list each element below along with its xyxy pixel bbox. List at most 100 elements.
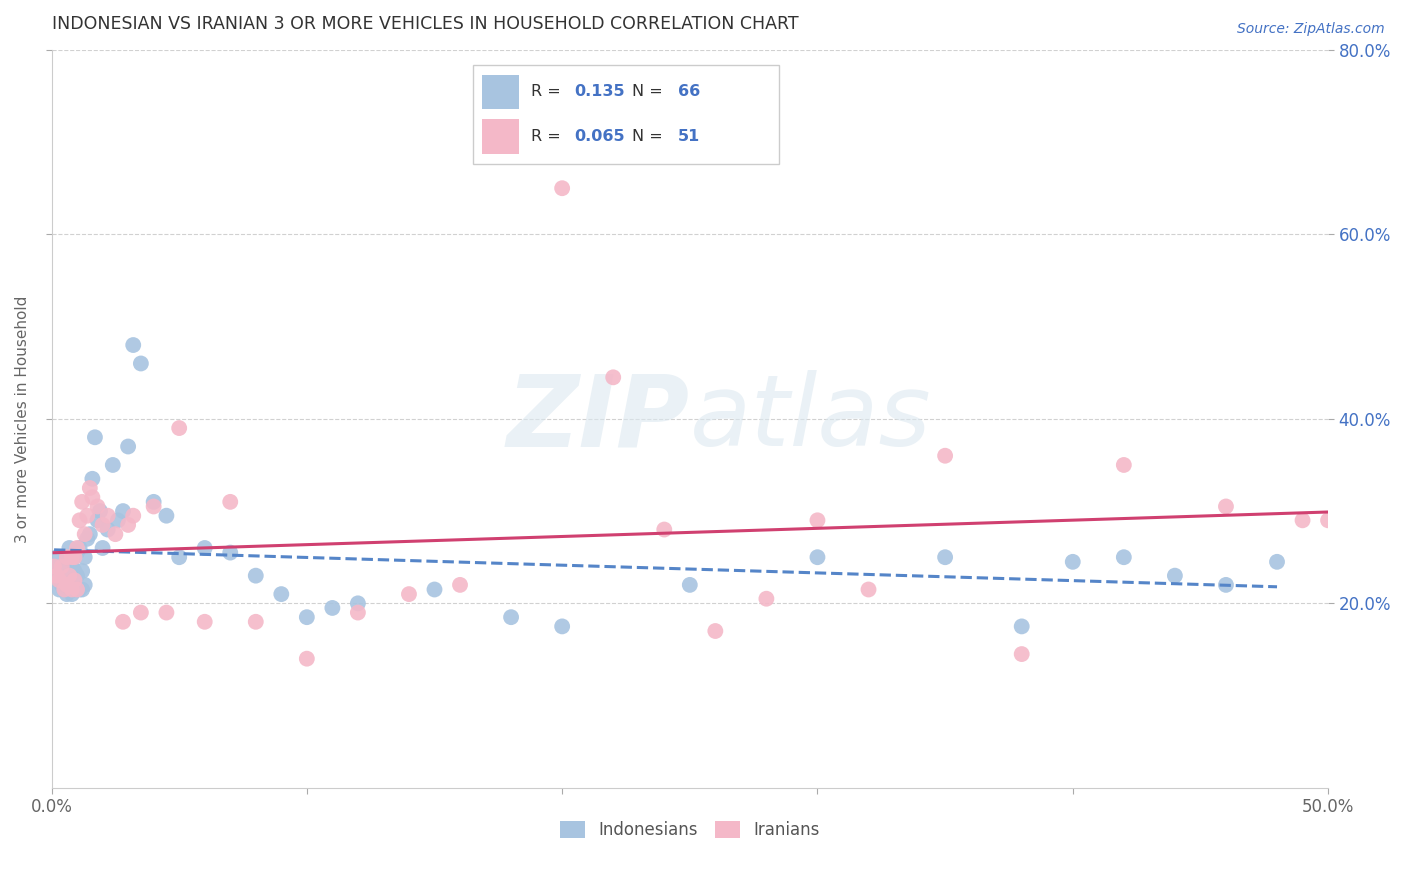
Point [51,564,73,578]
Point [66,541,89,555]
Point [1062,555,1084,569]
Point [1215,500,1237,514]
Point [91,541,114,555]
Point [155,606,177,620]
Text: atlas: atlas [690,370,931,467]
Point [45,568,67,582]
Point [56,550,79,565]
Point [1112,458,1135,472]
Point [56,578,79,592]
Point [53,574,76,588]
Point [66,546,89,560]
Point [60,559,83,574]
Point [1011,647,1033,661]
Point [60,582,83,597]
Point [129,606,152,620]
Point [42,559,65,574]
Point [51,559,73,574]
Point [82,472,104,486]
Point [53,582,76,597]
Point [76,532,98,546]
Point [142,500,165,514]
Point [45,568,67,582]
Point [73,578,96,592]
Point [117,440,139,454]
Point [347,606,370,620]
Point [97,508,120,523]
Point [82,490,104,504]
Point [167,550,190,565]
Point [73,527,96,541]
Point [89,504,111,518]
Point [129,356,152,370]
Point [270,587,292,601]
Y-axis label: 3 or more Vehicles in Household: 3 or more Vehicles in Household [15,295,30,542]
Text: INDONESIAN VS IRANIAN 3 OR MORE VEHICLES IN HOUSEHOLD CORRELATION CHART: INDONESIAN VS IRANIAN 3 OR MORE VEHICLES… [52,15,799,33]
Point [245,615,267,629]
Point [91,517,114,532]
Point [679,578,702,592]
Point [48,582,70,597]
Point [551,181,574,195]
Point [58,582,80,597]
Point [551,619,574,633]
Point [69,582,91,597]
Point [60,550,83,565]
Text: ZIP: ZIP [506,370,690,467]
Point [1164,568,1187,582]
Text: Source: ZipAtlas.com: Source: ZipAtlas.com [1237,22,1385,37]
Point [111,615,134,629]
Point [79,527,101,541]
Point [652,523,675,537]
Point [66,582,89,597]
Point [501,610,523,624]
Point [48,574,70,588]
Point [66,568,89,582]
Point [107,513,129,527]
Point [704,624,727,638]
Point [58,541,80,555]
Point [1011,619,1033,633]
Point [321,601,343,615]
Point [104,527,127,541]
Point [60,587,83,601]
Point [51,578,73,592]
Point [70,495,93,509]
Point [70,564,93,578]
Point [53,559,76,574]
Point [934,550,956,565]
Point [155,508,177,523]
Point [48,574,70,588]
Point [58,568,80,582]
Point [86,500,108,514]
Point [86,513,108,527]
Point [806,513,828,527]
Point [449,578,471,592]
Point [60,574,83,588]
Point [79,481,101,495]
Point [69,513,91,527]
Point [122,508,145,523]
Point [45,550,67,565]
Point [84,430,107,444]
Point [1112,550,1135,565]
Point [194,615,217,629]
Point [755,591,778,606]
Point [56,587,79,601]
Point [63,564,86,578]
Point [69,541,91,555]
Point [295,610,318,624]
Point [423,582,446,597]
Point [194,541,217,555]
Point [53,582,76,597]
Point [73,550,96,565]
Point [934,449,956,463]
Point [1265,555,1288,569]
Point [66,582,89,597]
Point [295,651,318,665]
Point [63,578,86,592]
Point [63,550,86,565]
Legend: Indonesians, Iranians: Indonesians, Iranians [554,814,827,846]
Point [219,546,242,560]
Point [111,504,134,518]
